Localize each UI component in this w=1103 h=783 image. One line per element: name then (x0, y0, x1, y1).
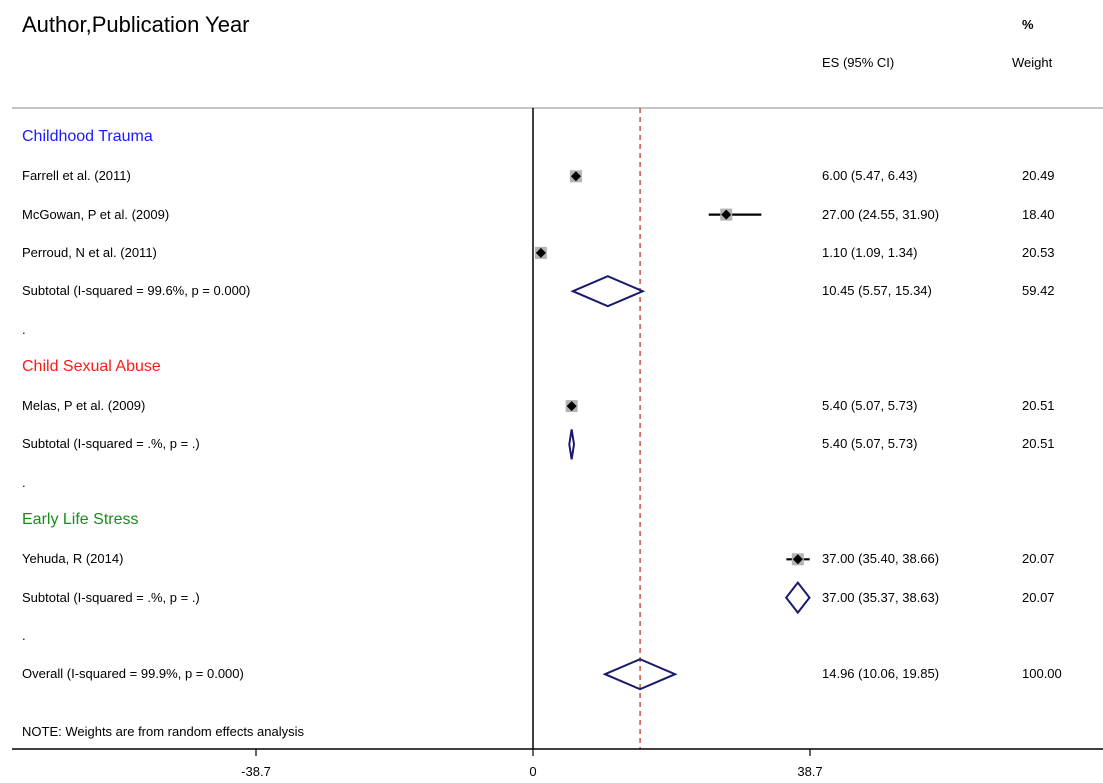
study-label: Farrell et al. (2011) (22, 168, 131, 184)
weight-value: 20.51 (1022, 436, 1055, 452)
spacer-dot: . (22, 321, 26, 337)
es-ci-value: 14.96 (10.06, 19.85) (822, 666, 940, 682)
point-estimate (721, 209, 732, 220)
weight-percent-label: % (1022, 17, 1034, 32)
column-header-author: Author,Publication Year (22, 12, 250, 37)
overall-label: Overall (I-squared = 99.9%, p = 0.000) (22, 666, 244, 682)
weight-value: 20.49 (1022, 168, 1055, 184)
weight-value: 18.40 (1022, 206, 1055, 222)
es-ci-value: 27.00 (24.55, 31.90) (822, 206, 940, 222)
point-estimate (535, 247, 546, 258)
group-heading: Child Sexual Abuse (22, 357, 161, 375)
subtotal-label: Subtotal (I-squared = .%, p = .) (22, 436, 200, 452)
column-header-weight: Weight (1012, 55, 1053, 70)
weight-value: 20.07 (1022, 551, 1055, 567)
overall-diamond (602, 658, 678, 691)
x-tick-label: 0 (529, 764, 536, 779)
study-label: Yehuda, R (2014) (22, 551, 124, 567)
subtotal-diamond (570, 275, 646, 308)
point-estimate (792, 554, 803, 565)
weight-value: 20.53 (1022, 244, 1055, 260)
point-estimate (566, 401, 577, 412)
subtotal-label: Subtotal (I-squared = .%, p = .) (22, 589, 200, 605)
group-heading: Early Life Stress (22, 511, 139, 528)
group-heading: Childhood Trauma (22, 128, 153, 145)
es-ci-value: 6.00 (5.47, 6.43) (822, 168, 918, 184)
es-ci-value: 10.45 (5.57, 15.34) (822, 283, 932, 299)
es-ci-value: 1.10 (1.09, 1.34) (822, 244, 918, 260)
study-label: Melas, P et al. (2009) (22, 398, 146, 414)
es-ci-value: 5.40 (5.07, 5.73) (822, 398, 918, 414)
point-estimate (570, 171, 581, 182)
x-tick-label: -38.7 (241, 764, 271, 779)
weight-value: 20.07 (1022, 589, 1055, 605)
es-ci-value: 37.00 (35.37, 38.63) (822, 589, 940, 605)
column-header-es: ES (95% CI) (822, 55, 895, 70)
subtotal-diamond (784, 580, 811, 615)
weight-value: 100.00 (1022, 666, 1062, 682)
weight-value: 20.51 (1022, 398, 1055, 414)
subtotal-label: Subtotal (I-squared = 99.6%, p = 0.000) (22, 283, 251, 299)
es-ci-value: 5.40 (5.07, 5.73) (822, 436, 918, 452)
study-label: Perroud, N et al. (2011) (22, 244, 157, 260)
subtotal-diamond (568, 429, 576, 460)
x-tick-label: 38.7 (797, 764, 822, 779)
study-label: McGowan, P et al. (2009) (22, 206, 170, 222)
weight-value: 59.42 (1022, 283, 1055, 299)
es-ci-value: 37.00 (35.40, 38.66) (822, 551, 940, 567)
weights-note: NOTE: Weights are from random effects an… (22, 724, 305, 739)
spacer-dot: . (22, 474, 26, 490)
spacer-dot: . (22, 627, 26, 643)
